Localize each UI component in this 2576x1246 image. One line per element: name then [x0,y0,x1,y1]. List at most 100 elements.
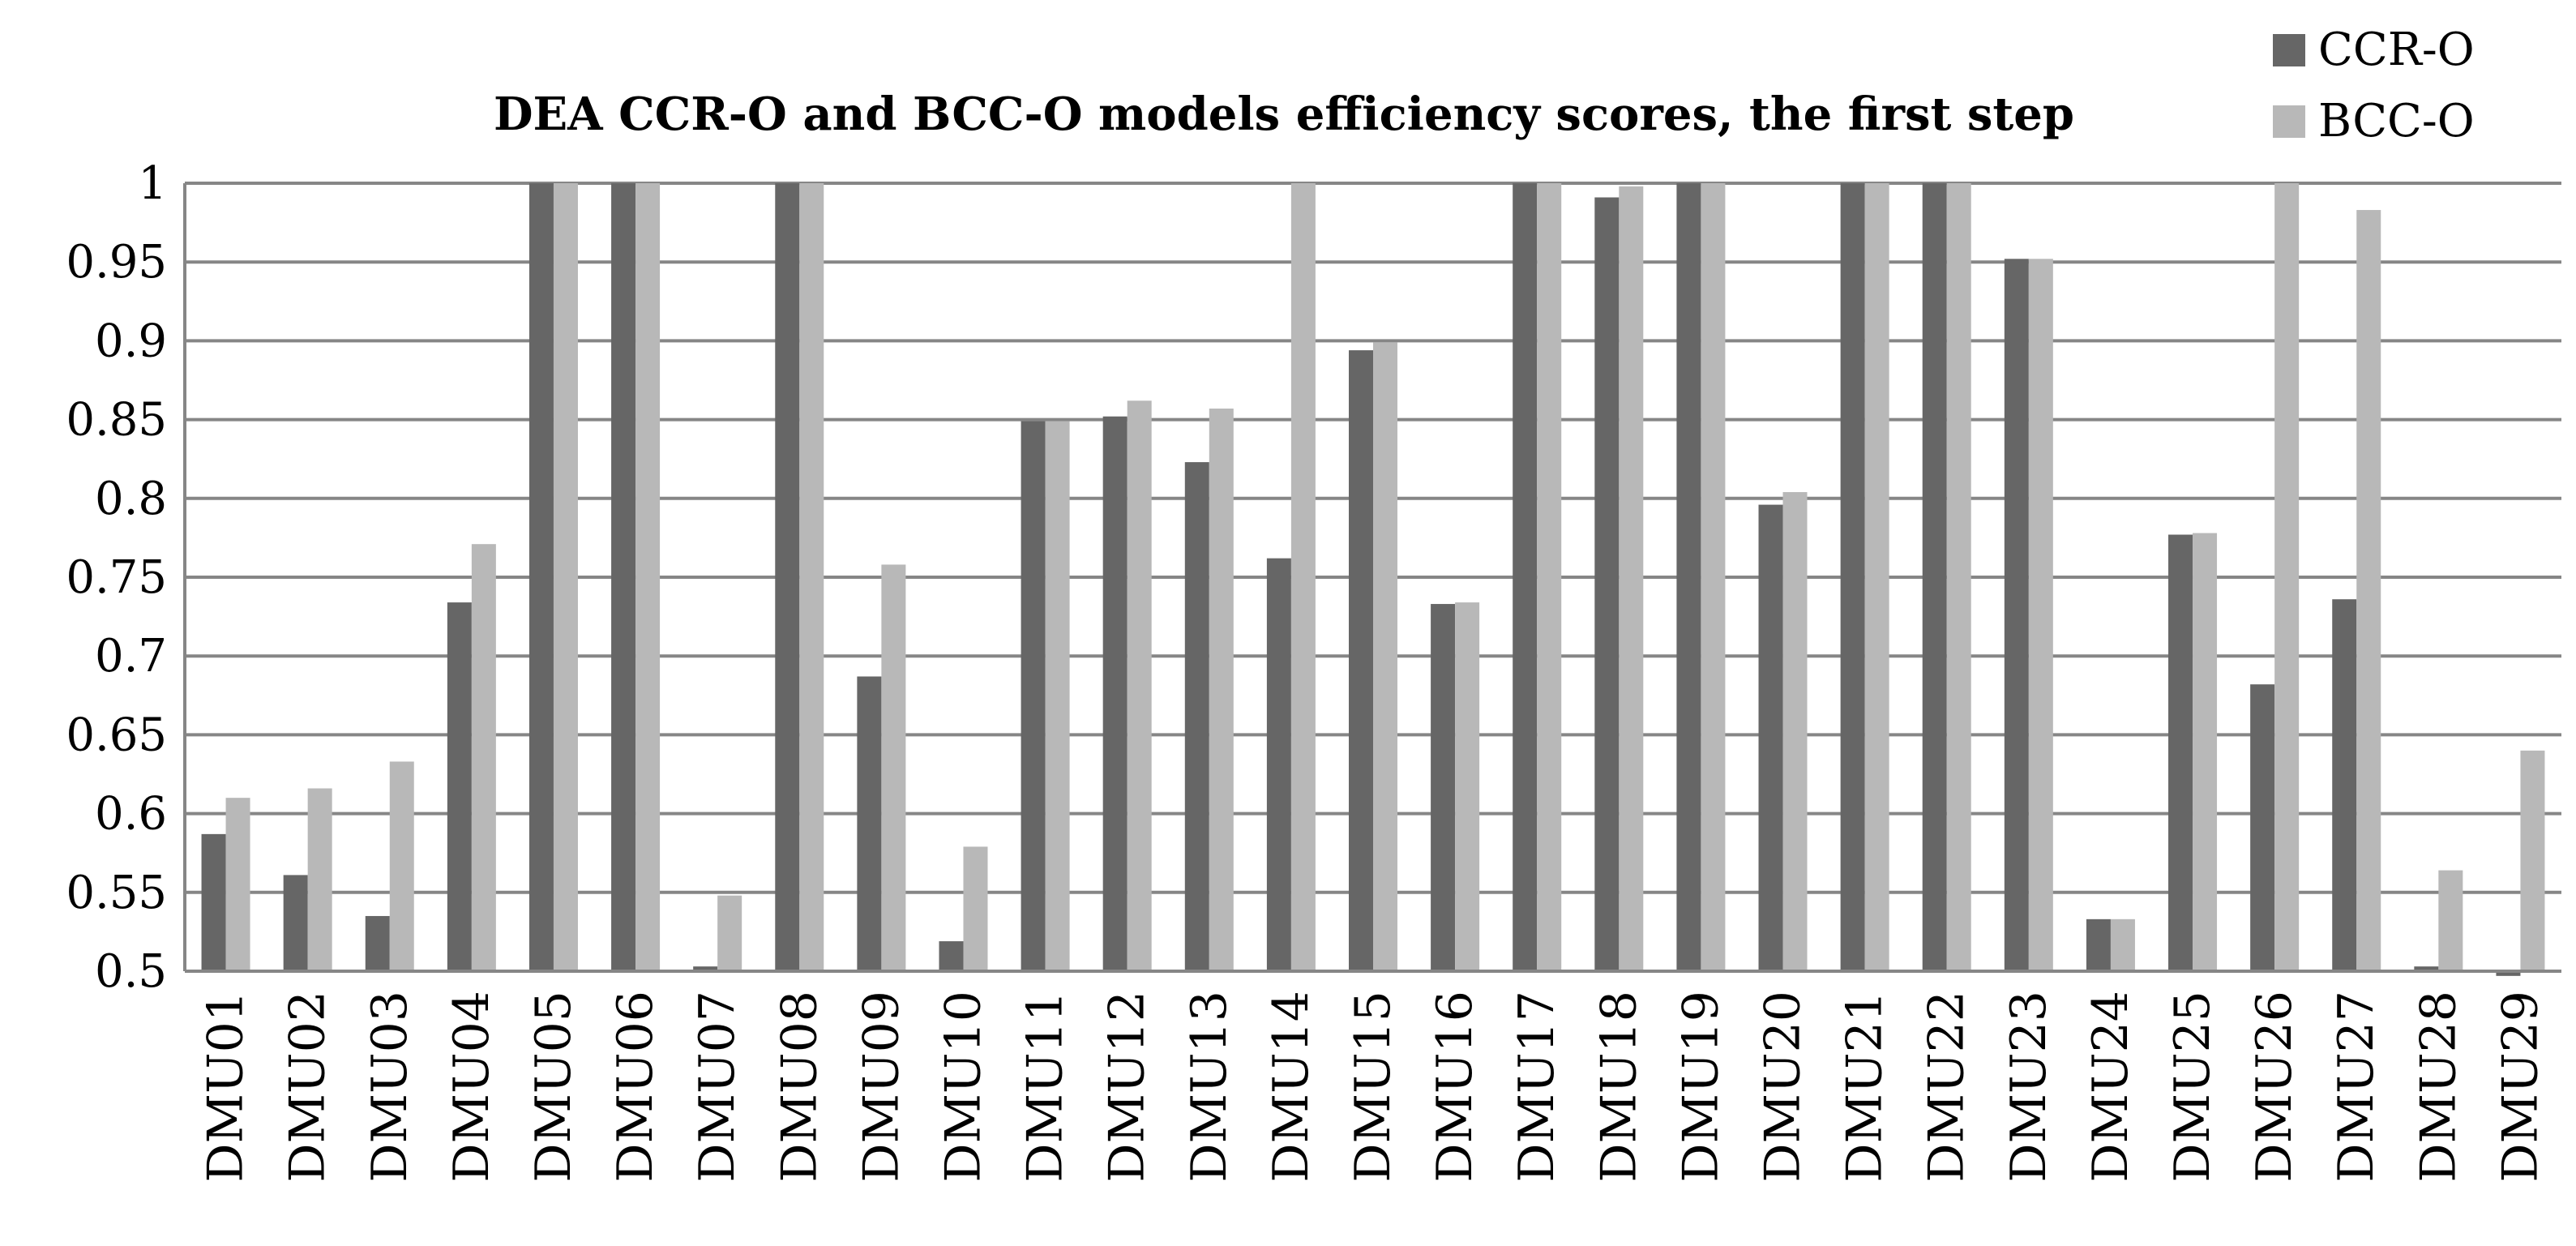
bar-bcc-o-dmu29 [2520,750,2545,971]
legend: CCR-O BCC-O [2273,24,2475,148]
x-tick-label: DMU01 [198,991,255,1182]
bar-bcc-o-dmu09 [881,564,906,971]
bar-bcc-o-dmu08 [799,183,824,971]
x-tick-label: DMU28 [2410,991,2467,1182]
x-tick-label: DMU16 [1427,991,1483,1182]
bar-ccr-o-dmu18 [1594,197,1620,972]
bar-ccr-o-dmu09 [857,676,882,971]
y-tick-label: 0.75 [66,551,167,604]
bar-ccr-o-dmu28 [2414,966,2439,971]
bar-bcc-o-dmu04 [471,544,496,971]
bar-ccr-o-dmu24 [2086,918,2111,971]
x-tick-label: DMU12 [1099,991,1156,1182]
x-tick-label: DMU05 [525,991,582,1182]
x-tick-label: DMU06 [607,991,664,1182]
x-tick-label: DMU13 [1181,991,1238,1182]
y-tick-label: 0.5 [95,945,167,998]
bar-bcc-o-dmu20 [1782,492,1808,971]
y-tick-label: 0.55 [66,867,167,919]
bar-ccr-o-dmu03 [365,915,390,971]
x-tick-label: DMU15 [1345,991,1401,1182]
bar-ccr-o-dmu13 [1184,462,1209,971]
bar-ccr-o-dmu22 [1922,183,1947,971]
legend-swatch-ccr-o [2273,34,2305,66]
bar-bcc-o-dmu16 [1455,602,1480,971]
bar-ccr-o-dmu05 [528,183,554,971]
x-tick-label: DMU24 [2082,991,2139,1182]
bar-ccr-o-dmu04 [447,602,472,971]
bar-ccr-o-dmu27 [2332,599,2357,971]
bar-bcc-o-dmu11 [1045,421,1070,971]
bar-ccr-o-dmu01 [201,833,226,971]
bar-ccr-o-dmu17 [1513,183,1538,971]
bars [201,183,2545,976]
x-tick-label: DMU11 [1017,991,1074,1182]
x-tick-label: DMU02 [280,991,336,1182]
bar-bcc-o-dmu15 [1373,342,1397,971]
x-tick-label: DMU26 [2246,991,2303,1182]
bar-bcc-o-dmu02 [307,788,332,971]
legend-label-ccr-o: CCR-O [2318,24,2475,76]
bar-bcc-o-dmu03 [389,761,414,971]
bar-ccr-o-dmu02 [283,875,308,971]
bar-bcc-o-dmu24 [2110,918,2135,971]
bar-bcc-o-dmu05 [553,183,578,971]
x-tick-label: DMU03 [362,991,418,1182]
x-tick-label: DMU14 [1263,991,1320,1182]
bar-bcc-o-dmu22 [1946,183,1971,971]
bar-bcc-o-dmu25 [2193,533,2218,971]
y-tick-label: 0.85 [66,394,167,447]
y-tick-label: 0.8 [95,473,167,525]
bar-bcc-o-dmu17 [1537,183,1562,971]
legend-swatch-bcc-o [2273,105,2305,138]
bar-ccr-o-dmu11 [1021,421,1046,971]
y-tick-label: 0.95 [66,236,167,289]
bar-bcc-o-dmu13 [1209,408,1234,971]
bar-ccr-o-dmu19 [1676,183,1701,971]
bar-ccr-o-dmu08 [775,183,800,971]
bar-ccr-o-dmu15 [1349,350,1373,972]
chart-title: DEA CCR-O and BCC-O models efficiency sc… [494,88,2074,141]
x-tick-label: DMU19 [1672,991,1729,1182]
bar-bcc-o-dmu07 [717,895,742,971]
bar-ccr-o-dmu21 [1840,183,1865,971]
y-tick-label: 1 [138,157,167,210]
bar-ccr-o-dmu26 [2250,684,2275,971]
y-tick-label: 0.65 [66,709,167,761]
y-tick-label: 0.9 [95,315,167,367]
bar-bcc-o-dmu12 [1127,400,1152,972]
bar-ccr-o-dmu25 [2168,534,2193,971]
x-tick-label: DMU08 [771,991,828,1182]
bar-bcc-o-dmu19 [1701,183,1726,971]
bar-bcc-o-dmu28 [2438,870,2463,971]
x-tick-label: DMU04 [443,991,500,1182]
x-tick-label: DMU20 [1755,991,1812,1182]
x-tick-label: DMU25 [2164,991,2221,1182]
x-tick-label: DMU27 [2328,991,2385,1182]
bar-bcc-o-dmu21 [1864,183,1889,971]
y-tick-label: 0.6 [95,788,167,841]
bar-ccr-o-dmu14 [1266,558,1291,971]
axes [183,183,2561,973]
bar-ccr-o-dmu07 [693,966,718,971]
bar-bcc-o-dmu23 [2028,259,2053,971]
y-tick-label: 0.7 [95,630,167,683]
x-tick-label: DMU07 [689,991,746,1182]
x-tick-label: DMU29 [2492,991,2548,1182]
x-tick-label: DMU10 [935,991,991,1182]
bar-bcc-o-dmu01 [225,798,250,971]
x-tick-label: DMU17 [1508,991,1565,1182]
bar-bcc-o-dmu06 [635,183,661,971]
bar-ccr-o-dmu23 [2004,259,2029,971]
legend-label-bcc-o: BCC-O [2318,95,2475,148]
x-tick-label: DMU21 [1837,991,1893,1182]
bar-bcc-o-dmu18 [1619,186,1644,971]
bar-bcc-o-dmu27 [2356,210,2381,972]
tick-labels: 0.5 0.55 0.6 0.65 0.7 0.75 0.8 0.85 0.9 0.95 1 DMU0… [66,157,2548,1182]
bar-bcc-o-dmu10 [963,846,988,971]
x-tick-label: DMU23 [2000,991,2057,1182]
bar-ccr-o-dmu20 [1758,504,1783,971]
bar-ccr-o-dmu16 [1431,604,1456,971]
bar-ccr-o-dmu10 [939,941,964,971]
